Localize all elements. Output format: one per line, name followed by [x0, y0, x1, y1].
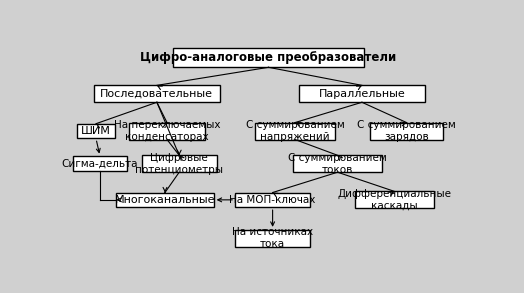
Text: Сигма-дельта: Сигма-дельта — [62, 159, 138, 169]
Text: Параллельные: Параллельные — [319, 89, 406, 99]
Text: С суммированием
зарядов: С суммированием зарядов — [357, 120, 456, 142]
Text: Дифференциальные
каскады: Дифференциальные каскады — [337, 189, 452, 211]
Text: Последовательные: Последовательные — [101, 89, 213, 99]
Text: С суммированием
напряжений: С суммированием напряжений — [246, 120, 344, 142]
FancyBboxPatch shape — [255, 122, 334, 139]
FancyBboxPatch shape — [293, 155, 383, 172]
Text: На МОП-ключах: На МОП-ключах — [230, 195, 316, 205]
Text: Цифро-аналоговые преобразователи: Цифро-аналоговые преобразователи — [140, 51, 397, 64]
Text: С суммированием
токов: С суммированием токов — [288, 153, 387, 175]
FancyBboxPatch shape — [235, 230, 310, 247]
Text: Цифровые
потенциометры: Цифровые потенциометры — [135, 153, 223, 175]
FancyBboxPatch shape — [73, 156, 127, 171]
Text: На источниках
тока: На источниках тока — [232, 227, 313, 249]
Text: Многоканальные: Многоканальные — [115, 195, 215, 205]
FancyBboxPatch shape — [299, 85, 425, 102]
FancyBboxPatch shape — [94, 85, 220, 102]
FancyBboxPatch shape — [129, 122, 204, 139]
Text: ШИМ: ШИМ — [81, 126, 111, 136]
FancyBboxPatch shape — [355, 191, 434, 208]
Text: На переключаемых
конденсаторах: На переключаемых конденсаторах — [114, 120, 220, 142]
FancyBboxPatch shape — [116, 193, 214, 207]
FancyBboxPatch shape — [173, 48, 364, 67]
FancyBboxPatch shape — [141, 155, 217, 172]
FancyBboxPatch shape — [235, 193, 310, 207]
FancyBboxPatch shape — [77, 124, 115, 138]
FancyBboxPatch shape — [370, 122, 443, 139]
